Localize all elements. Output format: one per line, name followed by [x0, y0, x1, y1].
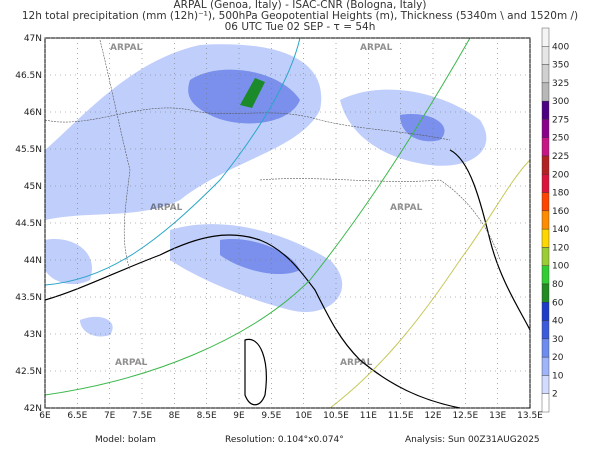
- watermark: ARPAL: [340, 358, 373, 368]
- footer-resolution: Resolution: 0.104°x0.074°: [225, 435, 344, 445]
- colorbar-box: [541, 393, 550, 413]
- colorbar-label: 20: [552, 353, 564, 363]
- lon-label: 8E: [169, 411, 181, 421]
- watermark: ARPAL: [360, 43, 393, 53]
- colorbar-label: 250: [552, 134, 569, 144]
- colorbar-label: 2: [552, 390, 558, 400]
- lat-label: 43.5N: [15, 293, 42, 303]
- watermark: ARPAL: [390, 203, 423, 213]
- precipitation-heavy: [188, 69, 445, 275]
- lon-label: 11E: [360, 411, 377, 421]
- colorbar-label: 80: [552, 280, 564, 290]
- colorbar-label: 140: [552, 225, 569, 235]
- header-line: 12h total precipitation (mm (12h)⁻¹), 50…: [22, 10, 578, 22]
- colorbar-label: 100: [552, 262, 569, 272]
- lon-label: 7E: [104, 411, 116, 421]
- lon-label: 9E: [233, 411, 245, 421]
- colorbar-label: 275: [552, 115, 569, 125]
- lon-label: 8.5E: [197, 411, 217, 421]
- colorbar-box: [541, 27, 550, 47]
- colorbar-box: [541, 210, 550, 230]
- colorbar-label: 40: [552, 317, 564, 327]
- colorbar-label: 30: [552, 335, 564, 345]
- lat-label: 42N: [24, 404, 42, 414]
- colorbar-label: 10: [552, 371, 564, 381]
- colorbar-box: [541, 338, 550, 358]
- colorbar-label: 325: [552, 79, 569, 89]
- colorbar-label: 200: [552, 170, 569, 180]
- colorbar-label: 60: [552, 298, 564, 308]
- lon-label: 10.5E: [323, 411, 349, 421]
- colorbar-label: 120: [552, 243, 569, 253]
- lon-label: 13E: [489, 411, 506, 421]
- colorbar-label: 225: [552, 152, 569, 162]
- colorbar-box: [541, 119, 550, 138]
- colorbar: 400 350 325 300 275 250 225 200 180 160 140 120 100 8…: [541, 27, 569, 413]
- header-line: 06 UTC Tue 02 SEP - τ = 54h: [225, 21, 376, 33]
- colorbar-box: [541, 320, 550, 340]
- colorbar-box: [541, 356, 550, 376]
- lon-label: 6E: [39, 411, 51, 421]
- lat-label: 47N: [24, 34, 42, 44]
- lat-label: 46.5N: [15, 71, 42, 81]
- lon-label: 13.5E: [517, 411, 543, 421]
- colorbar-box: [541, 174, 550, 193]
- header-line: ARPAL (Genoa, Italy) - ISAC-CNR (Bologna…: [174, 0, 427, 11]
- colorbar-label: 160: [552, 207, 569, 217]
- colorbar-box: [541, 302, 550, 321]
- watermark: ARPAL: [150, 203, 183, 213]
- footer-model: Model: bolam: [95, 435, 156, 445]
- lon-label: 10E: [295, 411, 312, 421]
- lon-label: 12E: [424, 411, 441, 421]
- colorbar-label: 180: [552, 189, 569, 199]
- lat-label: 44.5N: [15, 219, 42, 229]
- colorbar-box: [541, 46, 550, 65]
- colorbar-box: [541, 265, 550, 285]
- lat-label: 42.5N: [15, 367, 42, 377]
- footer-analysis: Analysis: Sun 00Z31AUG2025: [405, 435, 540, 445]
- map-content: [45, 38, 530, 408]
- colorbar-label: 350: [552, 61, 569, 71]
- lon-label: 9.5E: [261, 411, 281, 421]
- colorbar-box: [541, 155, 550, 175]
- colorbar-box: [541, 375, 550, 394]
- colorbar-box: [541, 100, 550, 120]
- watermark: ARPAL: [115, 358, 148, 368]
- lon-label: 6.5E: [67, 411, 87, 421]
- lon-label: 12.5E: [452, 411, 478, 421]
- colorbar-label: 400: [552, 42, 569, 52]
- lat-label: 46N: [24, 108, 42, 118]
- colorbar-box: [541, 192, 550, 212]
- lat-label: 45N: [24, 182, 42, 192]
- lat-label: 45.5N: [15, 145, 42, 155]
- colorbar-box: [541, 82, 550, 102]
- lat-label: 43N: [24, 330, 42, 340]
- coastline: [45, 149, 530, 408]
- colorbar-box: [541, 283, 550, 303]
- lon-label: 7.5E: [132, 411, 152, 421]
- contours: [45, 38, 530, 408]
- precipitation-peak: [240, 78, 265, 108]
- colorbar-box: [541, 228, 550, 248]
- colorbar-box: [541, 247, 550, 266]
- watermark: ARPAL: [110, 43, 143, 53]
- colorbar-label: 300: [552, 97, 569, 107]
- lon-label: 11.5E: [388, 411, 414, 421]
- lat-label: 44N: [24, 256, 42, 266]
- colorbar-box: [541, 137, 550, 157]
- colorbar-box: [541, 64, 550, 84]
- borders: [45, 39, 501, 271]
